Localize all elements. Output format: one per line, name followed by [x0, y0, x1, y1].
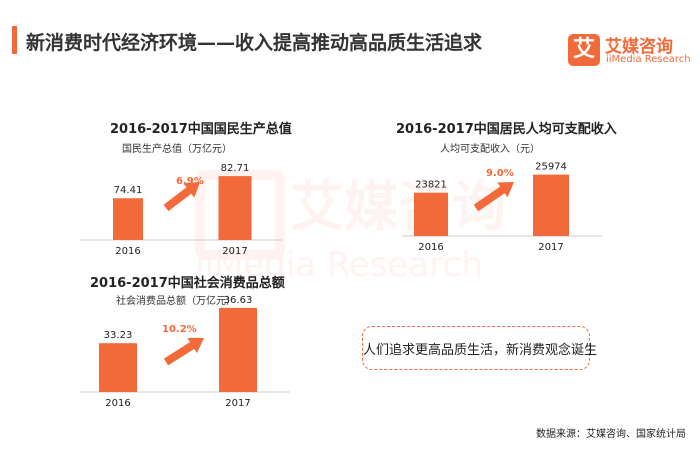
- chart-income: 2016-2017中国居民人均可支配收入 人均可支配收入（元） 23821 201…: [396, 112, 617, 272]
- chart-title: 2016-2017中国国民生产总值: [110, 122, 292, 137]
- bar-2016: [414, 192, 448, 236]
- category-label-2016: 2016: [418, 242, 443, 253]
- conclusion-callout: 人们追求更高品质生活，新消费观念诞生: [362, 326, 598, 370]
- brand-logo: 艾 艾媒咨询 iiMedia Research: [568, 32, 691, 72]
- growth-rate-label: 9.0%: [486, 168, 514, 179]
- category-label-2016: 2016: [105, 398, 130, 409]
- growth-arrow-shaft: [163, 185, 194, 212]
- bar-2016: [99, 343, 137, 392]
- header: 新消费时代经济环境——收入提高推动高品质生活追求 艾 艾媒咨询 iiMedia …: [0, 18, 700, 66]
- value-label-2016: 74.41: [114, 185, 143, 196]
- brand-name-en: iiMedia Research: [606, 54, 691, 65]
- category-label-2017: 2017: [222, 246, 247, 257]
- bar-2017: [219, 307, 257, 392]
- chart-ylabel: 人均可支配收入（元）: [440, 144, 540, 155]
- page-title: 新消费时代经济环境——收入提高推动高品质生活追求: [26, 32, 483, 54]
- brand-mark-icon: 艾: [568, 34, 600, 66]
- category-label-2016: 2016: [115, 246, 140, 257]
- growth-arrow-head-icon: [497, 182, 514, 198]
- value-label-2016: 33.23: [104, 330, 133, 341]
- data-source: 数据来源：艾媒咨询、国家统计局: [536, 429, 686, 440]
- growth-arrow-shaft: [473, 184, 508, 212]
- chart-retail-plot: 33.23 2016 36.63 2017 10.2%: [80, 295, 290, 409]
- growth-arrow-head-icon: [187, 337, 204, 354]
- chart-gdp: 2016-2017中国国民生产总值 国民生产总值（万亿元） 74.41 2016 8…: [80, 112, 292, 272]
- chart-income-plot: 23821 2016 25974 2017 9.0%: [402, 162, 602, 253]
- chart-gdp-plot: 74.41 2016 82.71 2017 6.9%: [80, 163, 282, 257]
- bar-2017: [218, 176, 252, 240]
- chart-title: 2016-2017中国居民人均可支配收入: [396, 122, 617, 137]
- chart-retail: 2016-2017中国社会消费品总额 社会消费品总额（万亿元） 33.23 201…: [80, 270, 290, 420]
- callout-text: 人们追求更高品质生活，新消费观念诞生: [363, 343, 598, 358]
- growth-rate-label: 10.2%: [162, 324, 197, 335]
- value-label-2016: 23821: [415, 180, 447, 191]
- category-label-2017: 2017: [538, 242, 563, 253]
- value-label-2017: 25974: [535, 162, 567, 173]
- brand-name-cn: 艾媒咨询: [605, 37, 673, 57]
- growth-arrow-shaft: [163, 340, 197, 366]
- chart-ylabel: 国民生产总值（万亿元）: [122, 144, 232, 155]
- category-label-2017: 2017: [225, 398, 250, 409]
- growth-rate-label: 6.9%: [176, 176, 204, 187]
- growth-arrow-head-icon: [183, 182, 200, 198]
- bar-2017: [533, 174, 569, 236]
- value-label-2017: 82.71: [221, 163, 250, 174]
- title-accent-bar: [12, 26, 17, 54]
- chart-ylabel: 社会消费品总额（万亿元）: [116, 296, 236, 307]
- chart-title: 2016-2017中国社会消费品总额: [90, 276, 285, 291]
- value-label-2017: 36.63: [224, 295, 253, 306]
- bar-2016: [113, 198, 143, 240]
